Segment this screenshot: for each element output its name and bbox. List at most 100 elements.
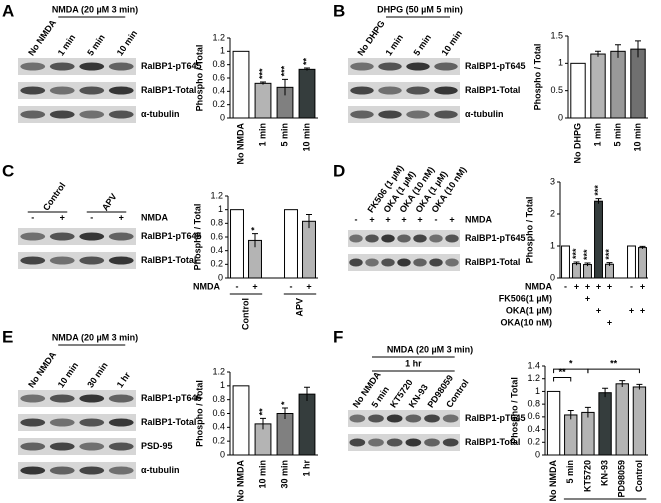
significance-label: ** xyxy=(301,57,311,65)
blot-band xyxy=(365,234,379,243)
sign: + xyxy=(385,214,390,224)
blot-label: RalBP1-Total xyxy=(465,85,520,95)
blot-label: RalBP1-Total xyxy=(141,85,196,95)
sign: + xyxy=(417,214,422,224)
blot-band xyxy=(108,62,134,71)
blot-band xyxy=(108,394,134,403)
blot-band xyxy=(365,258,379,267)
y-tick-label: 2 xyxy=(550,208,555,218)
blot-band xyxy=(20,418,46,427)
blot-label: RalBP1-pT645 xyxy=(465,233,526,243)
lane-label: APV xyxy=(100,192,119,213)
y-tick-label: 0.2 xyxy=(210,259,223,269)
lane-label: 1 min xyxy=(56,33,78,58)
row-mark: + xyxy=(640,305,645,315)
bar xyxy=(615,383,629,456)
blot-band xyxy=(49,466,75,475)
y-tick-label: 0.6 xyxy=(210,231,223,241)
blot-band xyxy=(79,232,105,241)
blot-band xyxy=(49,418,75,427)
x-tick-label: + xyxy=(596,281,601,291)
y-tick-label: 1 xyxy=(558,58,563,68)
y-tick-label: 0.8 xyxy=(212,59,225,69)
sign: + xyxy=(119,212,124,222)
bar xyxy=(627,245,636,279)
bar xyxy=(232,385,250,456)
x-tick-label: + xyxy=(306,281,311,291)
blot xyxy=(18,58,136,75)
blot-band xyxy=(406,110,430,119)
blot-band xyxy=(378,62,402,71)
error-bar xyxy=(636,383,643,390)
bar xyxy=(594,200,603,279)
panel-letter: F xyxy=(333,327,343,346)
x-tick-label: - xyxy=(236,281,239,291)
x-tick-label: - xyxy=(630,281,633,291)
error-bar xyxy=(635,40,641,58)
blot-band xyxy=(386,414,403,423)
blot-band xyxy=(79,62,105,71)
blot xyxy=(18,462,136,479)
sign: + xyxy=(401,214,406,224)
panel-letter: E xyxy=(2,327,13,346)
blot-band xyxy=(20,256,46,265)
blot-band xyxy=(49,394,75,403)
sign-label: NMDA xyxy=(465,214,492,224)
y-tick-label: 3 xyxy=(550,176,555,186)
blot-band xyxy=(108,466,134,475)
y-tick-label: 0.4 xyxy=(210,245,223,255)
blot-band xyxy=(49,232,75,241)
y-tick-label: 0 xyxy=(535,449,540,459)
group-label: 1 hr xyxy=(597,501,614,503)
blot xyxy=(18,82,136,99)
x-tick-label: 1 min xyxy=(592,123,602,147)
significance-label: *** xyxy=(593,185,603,196)
blot-band xyxy=(49,256,75,265)
error-bar xyxy=(260,81,266,85)
significance-label: *** xyxy=(257,68,267,79)
blot xyxy=(348,410,460,427)
error-bar xyxy=(282,78,288,96)
blot-band xyxy=(434,110,458,119)
bar xyxy=(561,245,570,279)
blot xyxy=(18,106,136,123)
blot-band xyxy=(424,414,440,423)
error-bar xyxy=(606,262,613,266)
blot-band xyxy=(413,234,427,243)
bar xyxy=(276,413,294,456)
row-label: OKA(10 nM) xyxy=(501,317,553,327)
y-tick-label: 1 xyxy=(220,46,225,56)
error-bar xyxy=(602,387,609,398)
x-tick-label: + xyxy=(585,281,590,291)
y-tick-label: 1.2 xyxy=(212,366,225,376)
blot-band xyxy=(445,258,459,267)
y-tick-label: 0.4 xyxy=(527,424,540,434)
blot-band xyxy=(434,86,458,95)
significance-bracket xyxy=(553,376,572,382)
bar xyxy=(284,209,298,279)
blot-band xyxy=(442,438,459,447)
blot-band xyxy=(79,442,105,451)
x-tick-label: 5 min xyxy=(565,460,575,484)
y-axis-label: Phospho / Total xyxy=(524,197,534,264)
x-row-label: NMDA xyxy=(525,281,552,291)
significance-label: *** xyxy=(279,65,289,76)
y-axis-label: Phospho / Total xyxy=(194,45,204,112)
blot xyxy=(348,82,460,99)
x-tick-label: 5 min xyxy=(279,123,289,147)
error-bar xyxy=(304,386,310,402)
blot-band xyxy=(79,86,105,95)
sign: - xyxy=(355,214,358,224)
blot-band xyxy=(20,442,46,451)
bar xyxy=(564,414,578,456)
y-tick-label: 0.4 xyxy=(212,86,225,96)
lane-label: 10 min xyxy=(115,28,140,57)
blot-band xyxy=(406,62,430,71)
y-tick-label: 1 xyxy=(218,204,223,214)
lane-label: No DHPG xyxy=(355,19,386,58)
significance-label: *** xyxy=(582,249,592,260)
group-label: Control xyxy=(240,298,250,330)
blot-band xyxy=(378,86,402,95)
y-tick-label: 1.5 xyxy=(550,30,563,40)
